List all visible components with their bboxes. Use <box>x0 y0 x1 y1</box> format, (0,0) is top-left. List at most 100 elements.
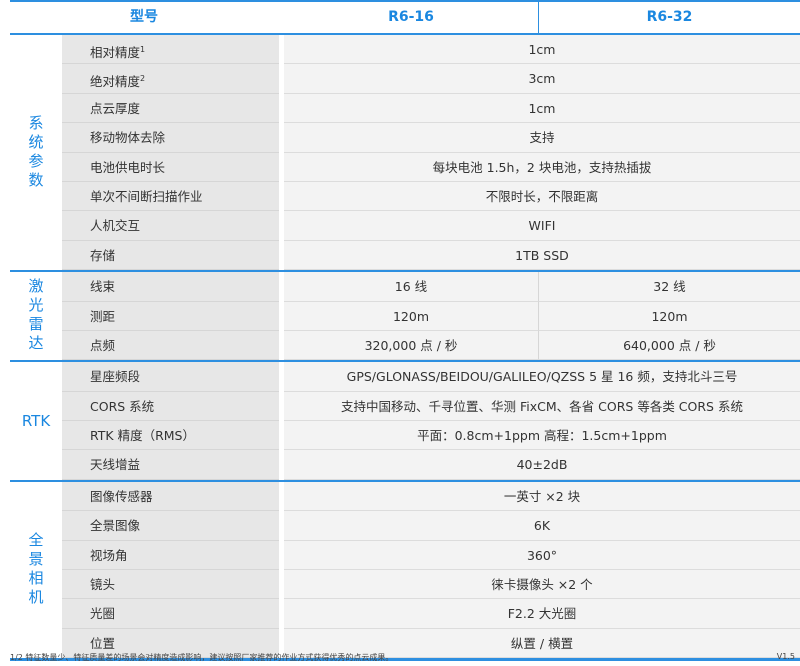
section-label: 全景相机 <box>26 532 45 609</box>
row-label: RTK 精度（RMS） <box>62 421 279 451</box>
table-row: 测距 120m 120m <box>10 301 800 331</box>
section-label: 系统参数 <box>26 114 45 191</box>
footnote: 1/2 特征数量少、特征质量差的场景会对精度造成影响，建议按照厂家推荐的作业方式… <box>10 653 394 662</box>
row-label: 相对精度1 <box>62 35 279 65</box>
row-value-r6-32: 640,000 点 / 秒 <box>539 330 800 361</box>
table-row: 视场角 360° <box>10 540 800 571</box>
section: 系统参数 相对精度1 1cm 绝对精度2 3cm 点云厚度 1cm 移动物体去除 支持 电池供电时… <box>10 35 800 273</box>
row-label-text: RTK 精度（RMS） <box>90 428 195 444</box>
row-label-text: 位置 <box>90 635 116 651</box>
row-label-text: 视场角 <box>90 547 128 563</box>
table-row: 单次不间断扫描作业 不限时长，不限距离 <box>10 181 800 212</box>
row-label-text: 测距 <box>90 308 116 324</box>
row-label: 测距 <box>62 301 279 331</box>
row-value: 40±2dB <box>284 450 800 480</box>
footnote-marker: 2 <box>140 74 146 84</box>
row-value-r6-32: 32 线 <box>539 272 800 302</box>
table-row: 电池供电时长 每块电池 1.5h，2 块电池，支持热插拔 <box>10 152 800 182</box>
table-row: 点云厚度 1cm <box>10 93 800 124</box>
table-row: 绝对精度2 3cm <box>10 64 800 94</box>
row-label-text: 单次不间断扫描作业 <box>90 188 203 204</box>
row-value: 3cm <box>284 64 800 94</box>
table-row: 天线增益 40±2dB <box>10 450 800 480</box>
row-value: GPS/GLONASS/BEIDOU/GALILEO/QZSS 5 星 16 频… <box>284 362 800 392</box>
row-label-text: 人机交互 <box>90 218 141 234</box>
row-label-text: 电池供电时长 <box>90 159 166 175</box>
row-label-text: 点频 <box>90 337 116 353</box>
table-row: 点频 320,000 点 / 秒 640,000 点 / 秒 <box>10 330 800 361</box>
row-value: F2.2 大光圈 <box>284 599 800 629</box>
row-value-r6-32: 120m <box>539 301 800 331</box>
row-label: 绝对精度2 <box>62 64 279 94</box>
row-value: 1TB SSD <box>284 240 800 271</box>
row-value: 1cm <box>284 93 800 124</box>
row-label-text: 移动物体去除 <box>90 130 166 146</box>
row-label: 存储 <box>62 240 279 271</box>
row-label: 点频 <box>62 330 279 361</box>
section-label: 激光雷达 <box>26 278 45 355</box>
row-label: 单次不间断扫描作业 <box>62 181 279 212</box>
table-row: 移动物体去除 支持 <box>10 123 800 153</box>
section: RTK 星座频段 GPS/GLONASS/BEIDOU/GALILEO/QZSS 5… <box>10 362 800 482</box>
row-label-text: 天线增益 <box>90 457 141 473</box>
table-row: 人机交互 WIFI <box>10 211 800 241</box>
row-value: 一英寸 ×2 块 <box>284 481 800 512</box>
header-r6-32: R6-32 <box>646 9 693 25</box>
row-label-text: 点云厚度 <box>90 100 141 116</box>
row-label: 人机交互 <box>62 211 279 241</box>
table-row: CORS 系统 支持中国移动、千寻位置、华测 FixCM、各省 CORS 等各类 … <box>10 391 800 422</box>
row-label: 点云厚度 <box>62 93 279 124</box>
row-value-r6-16: 16 线 <box>284 272 539 302</box>
row-value: 纵置 / 横置 <box>284 628 800 659</box>
header-r6-16: R6-16 <box>284 2 539 33</box>
row-value-r6-16: 320,000 点 / 秒 <box>284 330 539 361</box>
spec-table: 型号 R6-16 R6-32 系统参数 相对精度1 1cm 绝对精度2 3cm 点云厚度 1… <box>10 0 800 662</box>
row-label: 移动物体去除 <box>62 123 279 153</box>
row-label: 电池供电时长 <box>62 152 279 182</box>
row-value: 每块电池 1.5h，2 块电池，支持热插拔 <box>284 152 800 182</box>
row-label: 天线增益 <box>62 450 279 480</box>
footnote-marker: 1 <box>140 45 146 54</box>
row-value-r6-16: 120m <box>284 301 539 331</box>
row-value: WIFI <box>284 211 800 241</box>
row-value: 徕卡摄像头 ×2 个 <box>284 570 800 600</box>
table-row: 存储 1TB SSD <box>10 240 800 271</box>
header-model: 型号 <box>130 9 158 25</box>
section: 全景相机 图像传感器 一英寸 ×2 块全景图像 6K 视场角 360° 镜头 徕卡摄像头 ×2… <box>10 481 800 662</box>
row-label-text: 星座频段 <box>90 369 141 385</box>
row-label: 镜头 <box>62 570 279 600</box>
table-row: 光圈 F2.2 大光圈 <box>10 599 800 629</box>
row-value: 不限时长，不限距离 <box>284 181 800 212</box>
row-value: 支持 <box>284 123 800 153</box>
table-header: 型号 R6-16 R6-32 <box>10 0 800 35</box>
table-row: 镜头 徕卡摄像头 ×2 个 <box>10 570 800 600</box>
row-label-text: 绝对精度 <box>90 74 141 90</box>
row-value: 支持中国移动、千寻位置、华测 FixCM、各省 CORS 等各类 CORS 系统 <box>284 391 800 422</box>
row-label: 光圈 <box>62 599 279 629</box>
table-row: 位置 纵置 / 横置 <box>10 628 800 659</box>
row-label-text: 图像传感器 <box>90 488 153 504</box>
row-label-text: 全景图像 <box>90 518 141 534</box>
footer: 1/2 特征数量少、特征质量差的场景会对精度造成影响，建议按照厂家推荐的作业方式… <box>10 652 795 663</box>
row-label: 全景图像 <box>62 511 279 541</box>
row-value: 平面：0.8cm+1ppm 高程：1.5cm+1ppm <box>284 421 800 451</box>
table-row: 星座频段 GPS/GLONASS/BEIDOU/GALILEO/QZSS 5 星 … <box>10 362 800 392</box>
row-label-text: 线束 <box>90 279 116 295</box>
row-value: 1cm <box>284 35 800 65</box>
row-label: 线束 <box>62 272 279 302</box>
row-label-text: 相对精度 <box>90 45 141 61</box>
row-label: 位置 <box>62 628 279 659</box>
row-label: CORS 系统 <box>62 391 279 422</box>
row-label: 视场角 <box>62 540 279 571</box>
row-label-text: 存储 <box>90 247 116 263</box>
version: V1.5 <box>776 652 795 661</box>
row-value: 360° <box>284 540 800 571</box>
row-label-text: 镜头 <box>90 577 116 593</box>
section-label: RTK <box>21 412 51 431</box>
table-row: 线束 16 线 32 线 <box>10 272 800 302</box>
table-row: 图像传感器 一英寸 ×2 块 <box>10 481 800 512</box>
row-label: 星座频段 <box>62 362 279 392</box>
table-row: 全景图像 6K <box>10 511 800 541</box>
row-value: 6K <box>284 511 800 541</box>
